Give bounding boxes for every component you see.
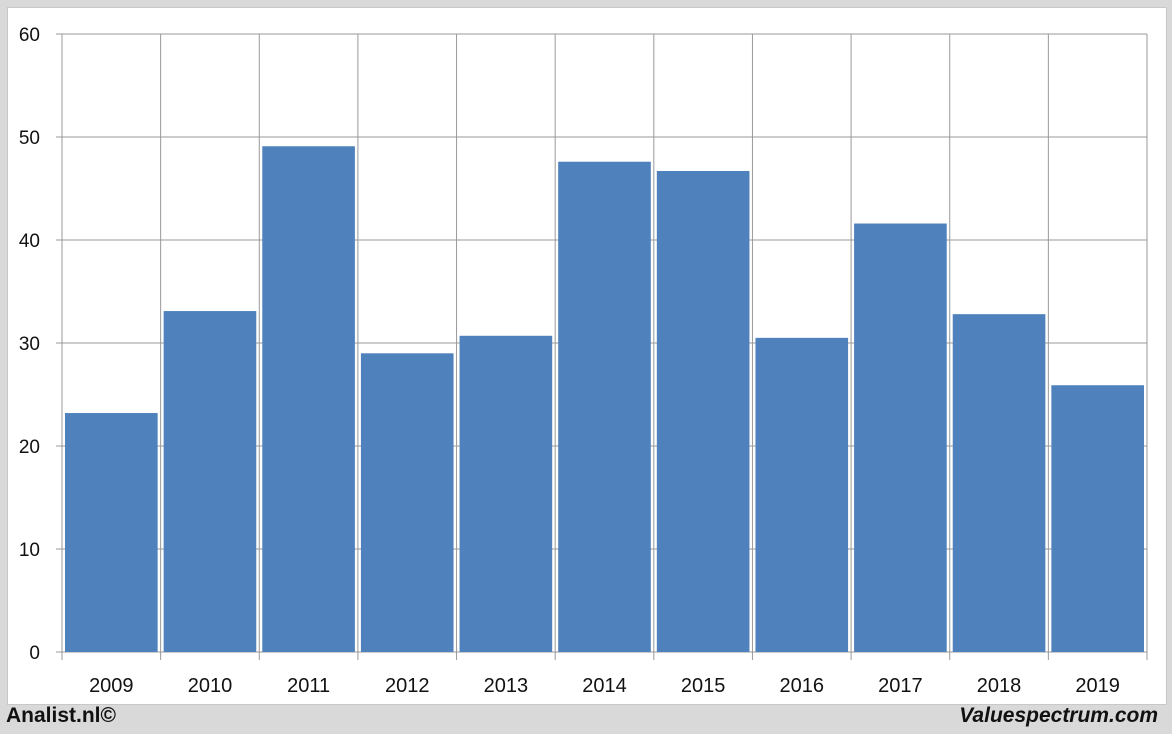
x-tick-label: 2012: [385, 675, 430, 697]
x-tick-label: 2015: [681, 675, 726, 697]
x-tick-label: 2010: [188, 675, 233, 697]
analist-credit: Analist.nl©: [6, 704, 116, 727]
y-tick-label: 40: [19, 231, 40, 252]
x-tick-label: 2016: [780, 675, 825, 697]
bar-2016: [755, 337, 849, 652]
x-tick-label: 2013: [484, 675, 529, 697]
valuespectrum-credit: Valuespectrum.com: [959, 704, 1158, 727]
y-tick-label: 60: [19, 25, 40, 46]
x-tick-label: 2011: [287, 675, 330, 697]
bar-2010: [163, 311, 257, 652]
y-tick-label: 10: [19, 540, 40, 561]
x-tick-label: 2009: [89, 675, 134, 697]
x-tick-label: 2018: [977, 675, 1022, 697]
bar-2009: [65, 413, 158, 652]
x-tick-label: 2019: [1075, 675, 1120, 697]
bar-2013: [459, 335, 553, 652]
y-tick-label: 50: [19, 128, 40, 149]
bar-2011: [262, 146, 355, 652]
bar-2017: [854, 223, 947, 652]
x-tick-label: 2014: [582, 675, 627, 697]
bar-2014: [558, 161, 651, 652]
y-tick-label: 0: [29, 643, 40, 664]
bar-2018: [952, 314, 1046, 652]
bar-2015: [656, 170, 750, 653]
bar-2019: [1051, 385, 1144, 652]
bar-2012: [360, 353, 454, 652]
y-tick-label: 20: [19, 437, 40, 458]
y-tick-label: 30: [19, 334, 40, 355]
x-tick-label: 2017: [878, 675, 923, 697]
